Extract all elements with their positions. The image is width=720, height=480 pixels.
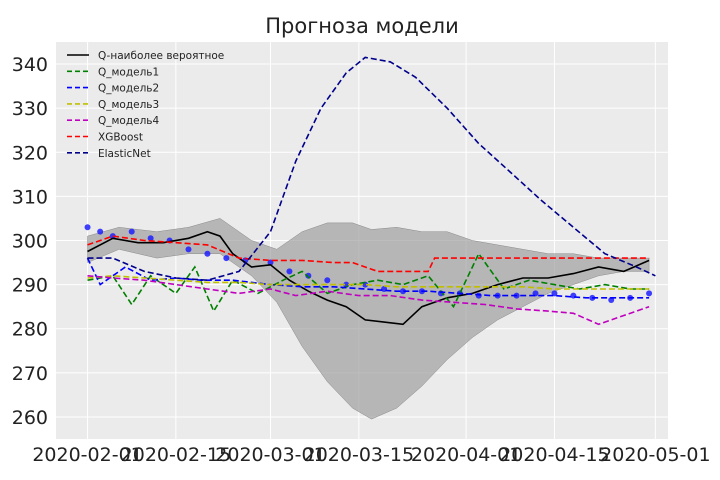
x-tick-label: 2020-03-15: [304, 444, 414, 466]
data-point: [128, 228, 135, 235]
legend-label: Q-наиболее вероятное: [98, 50, 224, 62]
x-tick-label: 2020-02-15: [121, 444, 231, 466]
series-line: [87, 235, 650, 273]
x-tick-label: 2020-02-01: [32, 444, 142, 466]
legend-label: Q_модель2: [98, 83, 159, 95]
series-line: [87, 275, 650, 326]
data-point: [400, 288, 407, 295]
x-tick-label: 2020-04-01: [411, 444, 521, 466]
y-tick-label: 290: [12, 275, 48, 297]
y-tick-label: 320: [12, 142, 48, 164]
data-point: [646, 290, 653, 297]
legend-label: XGBoost: [98, 132, 143, 144]
data-point: [147, 235, 154, 242]
y-tick-label: 280: [12, 319, 48, 341]
tick-labels: 2602702802903003103203303402020-02-01202…: [12, 54, 711, 466]
data-point: [97, 228, 104, 235]
chart-title: Прогноза модели: [265, 14, 459, 38]
y-tick-label: 330: [12, 98, 48, 120]
data-point: [324, 277, 331, 284]
data-point: [84, 224, 91, 231]
uncertainty-band: [87, 218, 650, 420]
x-tick-label: 2020-03-01: [215, 444, 325, 466]
observed-points: [84, 224, 653, 304]
y-tick-label: 270: [12, 363, 48, 385]
data-point: [286, 268, 293, 275]
series-line: [87, 56, 656, 282]
series-lines: [86, 56, 656, 326]
y-tick-label: 340: [12, 54, 48, 76]
x-tick-label: 2020-04-15: [499, 444, 609, 466]
y-tick-label: 260: [12, 407, 48, 429]
legend-label: Q_модель1: [98, 66, 159, 78]
legend: Q-наиболее вероятное Q_модель1 Q_модель2 Q_…: [67, 50, 224, 160]
data-point: [185, 246, 192, 253]
legend-label: Q_модель4: [98, 115, 159, 127]
series-line: [87, 230, 650, 326]
legend-label: Q_модель3: [98, 99, 159, 111]
legend-label: ElasticNet: [98, 148, 151, 160]
data-point: [223, 255, 230, 262]
y-tick-label: 300: [12, 231, 48, 253]
band-area: [87, 218, 650, 420]
data-point: [109, 233, 116, 240]
x-tick-label: 2020-05-01: [600, 444, 710, 466]
series-line: [86, 257, 650, 299]
data-point: [204, 250, 211, 257]
y-tick-label: 310: [12, 186, 48, 208]
